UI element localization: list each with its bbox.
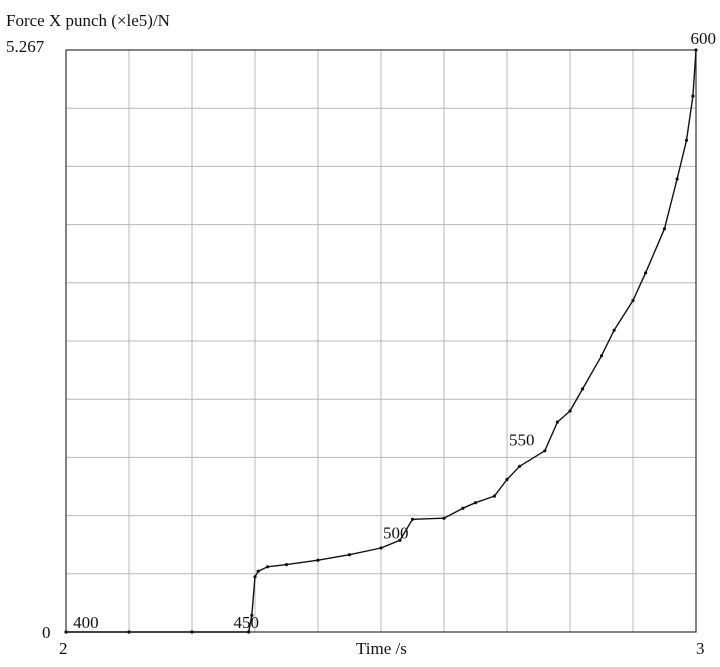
x-tick-label-max: 3 xyxy=(696,639,705,658)
data-point xyxy=(684,138,689,142)
data-point xyxy=(675,177,679,181)
y-tick-label-max: 5.267 xyxy=(6,37,45,56)
step-label: 600 xyxy=(691,29,717,48)
data-point xyxy=(599,354,604,358)
data-point xyxy=(492,494,496,498)
data-point xyxy=(256,569,260,573)
data-point xyxy=(410,517,415,521)
data-point xyxy=(316,558,320,562)
step-label: 500 xyxy=(383,523,409,542)
data-point xyxy=(631,298,635,303)
data-point xyxy=(284,563,289,567)
data-point xyxy=(190,630,194,634)
data-point xyxy=(250,613,254,618)
data-point xyxy=(543,449,547,453)
data-point xyxy=(442,516,446,520)
data-point xyxy=(379,546,383,550)
y-axis-label: Force X punch (×le5)/N xyxy=(6,11,170,30)
data-point xyxy=(266,565,270,569)
data-point xyxy=(461,506,465,510)
data-point xyxy=(398,538,402,542)
step-label: 400 xyxy=(73,613,99,632)
data-point xyxy=(662,227,667,231)
data-point xyxy=(568,409,572,413)
grid xyxy=(66,50,696,632)
x-tick-label-min: 2 xyxy=(59,639,68,658)
data-point xyxy=(64,630,68,634)
data-point xyxy=(347,553,352,557)
y-tick-label-min: 0 xyxy=(42,623,51,642)
data-point xyxy=(691,94,695,98)
data-point xyxy=(518,464,522,468)
step-label: 450 xyxy=(234,613,260,632)
plot-frame xyxy=(65,49,697,633)
data-point xyxy=(127,630,131,634)
data-point xyxy=(694,48,698,52)
data-point xyxy=(247,630,251,634)
x-axis-label: Time /s xyxy=(356,639,407,658)
data-point xyxy=(581,387,585,391)
data-point xyxy=(505,477,509,482)
data-point xyxy=(473,501,478,505)
label-layer: 400 450 500 550 600 xyxy=(73,29,716,632)
data-point xyxy=(555,420,560,424)
data-point xyxy=(612,328,616,332)
series-layer xyxy=(64,48,698,634)
data-point xyxy=(644,271,648,275)
step-label: 550 xyxy=(509,431,535,450)
data-point xyxy=(253,575,257,579)
